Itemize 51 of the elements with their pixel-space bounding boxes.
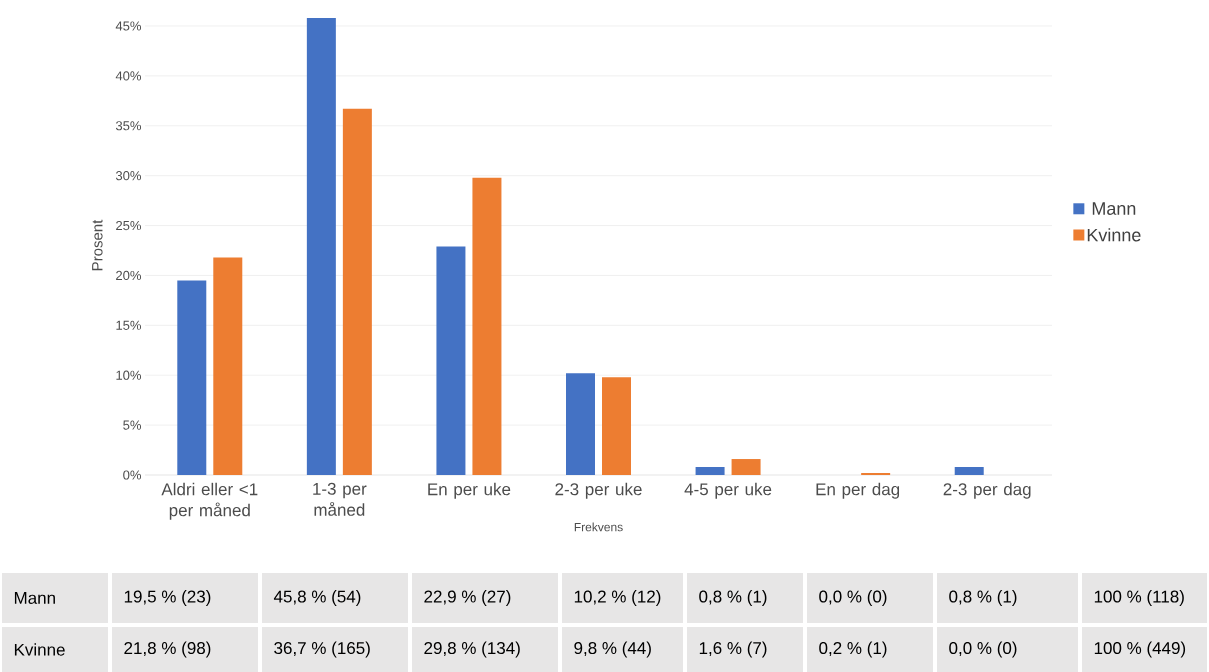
data-label: 0,2 % (1) (819, 641, 887, 658)
bar (342, 108, 372, 476)
y-tick-label: 0% (123, 470, 142, 480)
x-axis-title: Frekvens (574, 522, 623, 532)
data-label: 0,0 % (0) (819, 590, 887, 606)
bar (306, 18, 336, 476)
y-tick-label: 40% (115, 71, 142, 81)
data-label: 10,2 % (12) (574, 590, 661, 606)
bar (731, 459, 761, 476)
data-label: 19,5 % (23) (124, 590, 211, 606)
data-label: 29,8 % (134) (424, 641, 520, 658)
y-tick-label: 20% (116, 270, 142, 281)
text: 100 % (449) (1094, 641, 1186, 658)
data-label: 0,8 % (1) (949, 590, 1017, 606)
y-tick-label: 5% (123, 420, 142, 430)
data-label: 0,0 % (0) (949, 641, 1017, 658)
x-tick-label: Aldri eller <1 per måned (161, 482, 258, 520)
bar (472, 177, 502, 476)
bar (602, 377, 631, 476)
bar (861, 473, 891, 476)
bar (213, 257, 243, 476)
x-tick-label: En per dag (816, 482, 900, 499)
data-label: 36,7 % (165) (274, 641, 370, 658)
data-label: 0,8 % (1) (699, 590, 767, 606)
data-label: 22,9 % (27) (424, 590, 511, 606)
bar (436, 246, 466, 476)
y-tick-label: 30% (115, 171, 142, 181)
bar (177, 280, 207, 476)
legend-label: Kvinne (1087, 228, 1141, 242)
x-tick-label: 2-3 per uke (555, 482, 642, 499)
text: Mann (14, 592, 55, 604)
y-tick-label: 25% (116, 220, 142, 231)
y-tick-label: 10% (116, 370, 142, 380)
x-tick-label: 1-3 per måned (313, 482, 367, 516)
x-tick-label: En per uke (428, 482, 511, 499)
data-label: 9,8 % (44) (574, 641, 651, 658)
data-label: 21,8 % (98) (124, 641, 211, 658)
text: Kvinne (14, 643, 65, 656)
bar (566, 373, 595, 476)
y-tick-label: 45% (115, 21, 142, 31)
text: 100 % (118) (1094, 590, 1184, 606)
y-axis-title: Prosent (92, 219, 103, 271)
bar (695, 467, 725, 476)
data-label: 45,8 % (54) (273, 590, 361, 606)
data-label: 1,6 % (7) (699, 641, 767, 658)
x-tick-label: 4-5 per uke (684, 482, 772, 499)
y-tick-label: 35% (115, 121, 142, 131)
y-tick-label: 15% (116, 320, 142, 330)
legend-label: Mann (1092, 202, 1136, 215)
bar (954, 467, 984, 476)
x-tick-label: 2-3 per dag (943, 482, 1031, 499)
